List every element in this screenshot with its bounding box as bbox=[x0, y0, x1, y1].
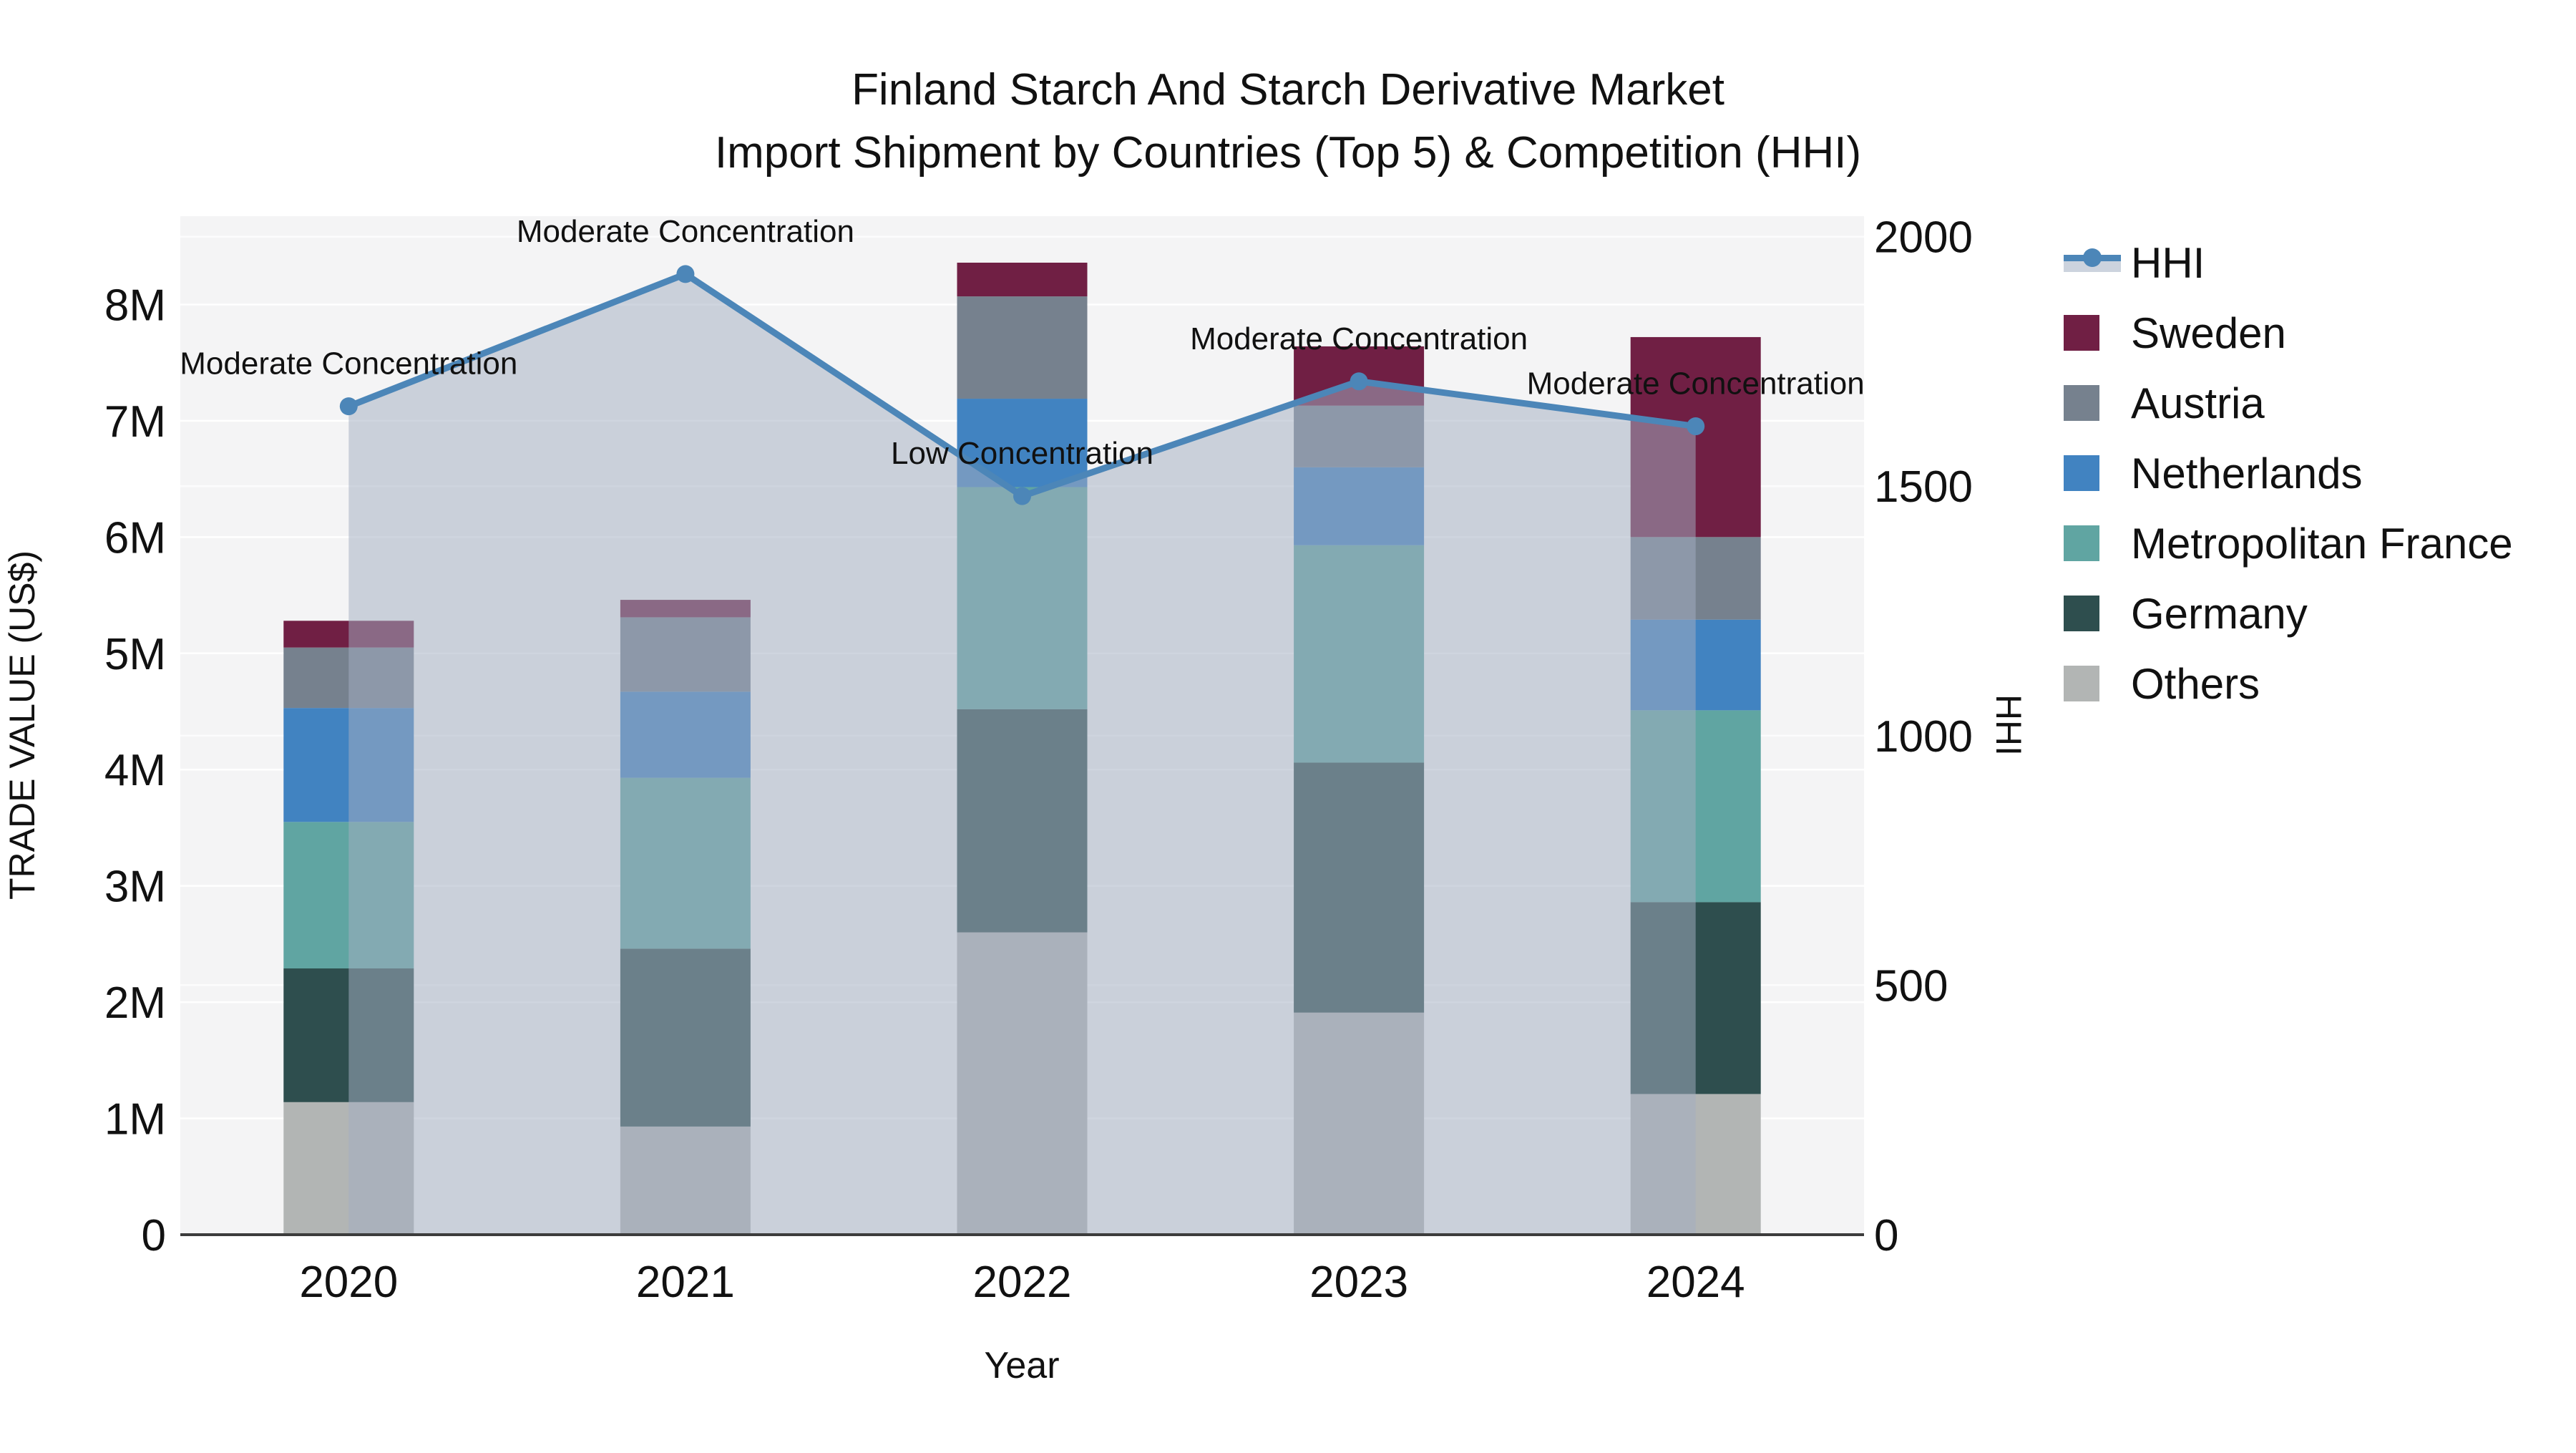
hhi-marker bbox=[676, 265, 695, 283]
legend-swatch-icon bbox=[2064, 455, 2099, 491]
legend-swatch-icon bbox=[2064, 596, 2099, 631]
y-left-axis-title: TRADE VALUE (US$) bbox=[2, 550, 42, 900]
hhi-fill-area bbox=[348, 273, 1696, 1235]
legend-label: Sweden bbox=[2131, 308, 2286, 357]
chart-title-line1: Finland Starch And Starch Derivative Mar… bbox=[852, 65, 1724, 115]
legend-label: Germany bbox=[2131, 589, 2308, 638]
x-tick-label: 2022 bbox=[973, 1258, 1072, 1307]
chart-title-line2: Import Shipment by Countries (Top 5) & C… bbox=[714, 128, 1862, 178]
legend-swatch-icon bbox=[2064, 525, 2099, 561]
y-left-tick-label: 7M bbox=[104, 397, 166, 447]
x-tick-label: 2023 bbox=[1309, 1258, 1408, 1307]
hhi-marker bbox=[1013, 487, 1031, 505]
legend-label: Netherlands bbox=[2131, 449, 2363, 497]
hhi-marker bbox=[339, 397, 358, 416]
hhi-marker bbox=[1687, 417, 1705, 436]
y-left-tick-label: 5M bbox=[104, 630, 166, 679]
legend-swatch-icon bbox=[2064, 666, 2099, 701]
hhi-marker-dot bbox=[2083, 248, 2102, 267]
annotation-label: Moderate Concentration bbox=[1527, 366, 1865, 402]
annotation-label: Low Concentration bbox=[891, 436, 1153, 471]
y-left-tick-label: 8M bbox=[104, 281, 166, 330]
y-left-tick-label: 2M bbox=[104, 978, 166, 1028]
legend-item-sweden[interactable]: Sweden bbox=[2064, 298, 2513, 368]
y-right-tick-label: 1500 bbox=[1874, 462, 1973, 512]
legend: HHI Sweden Austria Netherlands Metropolitan … bbox=[2064, 228, 2513, 719]
legend-item-metropolitan-france[interactable]: Metropolitan France bbox=[2064, 508, 2513, 578]
y-left-tick-label: 1M bbox=[104, 1095, 166, 1145]
legend-label: Metropolitan France bbox=[2131, 519, 2513, 568]
y-left-tick-label: 6M bbox=[104, 513, 166, 563]
annotation-label: Moderate Concentration bbox=[180, 346, 517, 382]
legend-item-germany[interactable]: Germany bbox=[2064, 578, 2513, 648]
legend-label: HHI bbox=[2131, 238, 2205, 287]
y-right-tick-label: 2000 bbox=[1874, 213, 1973, 263]
legend-item-others[interactable]: Others bbox=[2064, 648, 2513, 719]
y-right-tick-label: 500 bbox=[1874, 961, 1948, 1011]
x-tick-label: 2024 bbox=[1646, 1258, 1745, 1307]
x-axis-title: Year bbox=[984, 1345, 1059, 1386]
legend-label: Others bbox=[2131, 659, 2260, 708]
annotation-label: Moderate Concentration bbox=[1190, 321, 1528, 356]
y-right-axis-title: HHI bbox=[1989, 694, 2029, 756]
y-right-tick-label: 0 bbox=[1874, 1211, 1898, 1260]
bar-segment-sweden bbox=[957, 262, 1088, 297]
annotation-label: Moderate Concentration bbox=[517, 214, 854, 249]
hhi-line-swatch-icon bbox=[2064, 245, 2121, 281]
legend-item-austria[interactable]: Austria bbox=[2064, 368, 2513, 438]
legend-swatch-icon bbox=[2064, 315, 2099, 351]
legend-swatch-icon bbox=[2064, 385, 2099, 421]
y-left-tick-label: 3M bbox=[104, 862, 166, 912]
x-tick-label: 2020 bbox=[299, 1258, 398, 1307]
legend-item-hhi[interactable]: HHI bbox=[2064, 228, 2513, 298]
bar-segment-austria bbox=[957, 296, 1088, 399]
hhi-marker bbox=[1350, 372, 1368, 391]
y-left-tick-label: 4M bbox=[104, 746, 166, 795]
legend-label: Austria bbox=[2131, 379, 2265, 427]
y-right-tick-label: 1000 bbox=[1874, 712, 1973, 762]
chart-title: Finland Starch And Starch Derivative Mar… bbox=[0, 59, 2576, 185]
y-left-tick-label: 0 bbox=[142, 1211, 166, 1260]
x-tick-label: 2021 bbox=[636, 1258, 735, 1307]
legend-item-netherlands[interactable]: Netherlands bbox=[2064, 438, 2513, 508]
